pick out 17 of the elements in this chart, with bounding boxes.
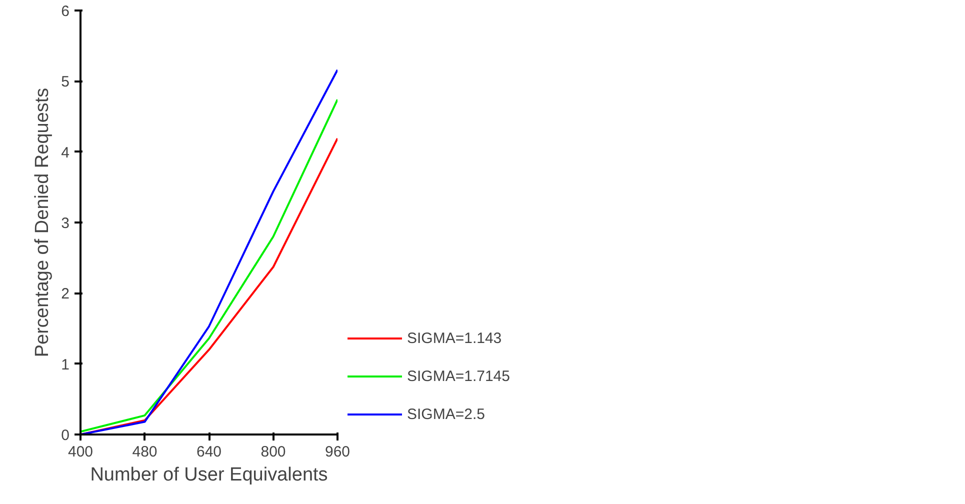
y-tick-label: 3: [61, 215, 70, 232]
legend-label: SIGMA=1.7145: [407, 368, 510, 384]
y-tick-label: 2: [61, 286, 70, 303]
y-axis-title: Percentage of Denied Requests: [32, 88, 54, 358]
legend-label: SIGMA=1.143: [407, 330, 502, 346]
x-tick-label: 960: [324, 444, 350, 460]
y-tick-label: 5: [61, 74, 70, 91]
x-tick-label: 400: [68, 444, 94, 460]
y-tick-label: 1: [61, 356, 70, 374]
legend-label: SIGMA=2.5: [407, 406, 485, 422]
x-tick-label: 640: [196, 444, 222, 460]
x-tick-label: 800: [260, 444, 286, 460]
y-tick-label: 4: [61, 144, 70, 162]
y-tick-label: 0: [61, 427, 70, 444]
x-tick-label: 480: [132, 444, 158, 460]
x-axis-title: Number of User Equivalents: [90, 464, 328, 486]
y-tick-label: 6: [61, 3, 70, 20]
